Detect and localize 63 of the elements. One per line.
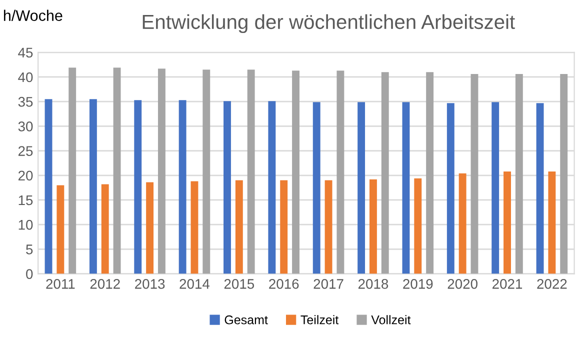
chart-title: Entwicklung der wöchentlichen Arbeitszeit <box>142 14 515 34</box>
legend-label: Gesamt <box>224 315 268 324</box>
bar <box>312 102 320 274</box>
y-tick-label: 40 <box>18 72 33 82</box>
bar <box>414 178 422 274</box>
bar <box>178 100 186 274</box>
x-tick-label: 2013 <box>135 279 165 289</box>
bar <box>268 101 276 274</box>
bar <box>89 99 97 274</box>
x-tick-label: 2015 <box>224 279 254 289</box>
x-tick-label: 2022 <box>537 279 567 289</box>
y-axis-title: h/Woche <box>4 10 62 21</box>
bar <box>560 74 568 274</box>
x-tick-label: 2011 <box>46 279 75 289</box>
bar <box>113 68 121 274</box>
bar <box>369 179 377 274</box>
bar <box>446 103 454 274</box>
y-tick-label: 15 <box>18 195 33 206</box>
bar <box>504 171 511 274</box>
bar <box>101 184 109 274</box>
bar <box>515 74 523 274</box>
bar <box>402 102 410 274</box>
bar <box>280 180 288 274</box>
bar <box>190 181 198 274</box>
y-tick-label: 10 <box>18 220 33 230</box>
bar <box>56 185 64 274</box>
bar <box>292 70 300 274</box>
x-tick-label: 2017 <box>314 279 344 289</box>
bar <box>158 68 166 274</box>
bar <box>548 171 556 274</box>
x-tick-label: 2018 <box>358 279 388 289</box>
y-tick-label: 30 <box>18 122 33 132</box>
bar <box>224 101 231 274</box>
x-tick-label: 2021 <box>492 279 522 289</box>
bar <box>336 70 344 274</box>
bar <box>536 103 544 274</box>
bar <box>68 68 76 274</box>
x-tick-label: 2012 <box>90 279 120 289</box>
y-tick-label: 25 <box>18 146 33 156</box>
bar <box>247 70 255 274</box>
bar <box>134 100 142 274</box>
x-tick-label: 2016 <box>269 279 299 289</box>
y-tick-label: 20 <box>18 170 33 181</box>
y-tick-label: 45 <box>18 48 33 58</box>
bar <box>202 70 210 274</box>
x-tick-label: 2020 <box>448 279 478 289</box>
y-tick-label: 5 <box>26 244 33 254</box>
bar <box>381 72 389 274</box>
bar <box>324 180 332 274</box>
x-tick-label: 2019 <box>403 279 433 289</box>
bar <box>458 173 466 274</box>
y-tick-label: 35 <box>18 96 33 107</box>
legend-label: Vollzeit <box>371 315 411 324</box>
legend-label: Teilzeit <box>300 315 339 324</box>
bar <box>358 102 366 274</box>
bar <box>426 72 434 274</box>
bar <box>235 180 243 274</box>
bar <box>492 102 500 274</box>
bar <box>146 182 154 274</box>
y-tick-label: 0 <box>26 269 33 279</box>
bar <box>44 99 52 274</box>
x-tick-label: 2014 <box>180 279 210 289</box>
bar <box>470 74 478 274</box>
